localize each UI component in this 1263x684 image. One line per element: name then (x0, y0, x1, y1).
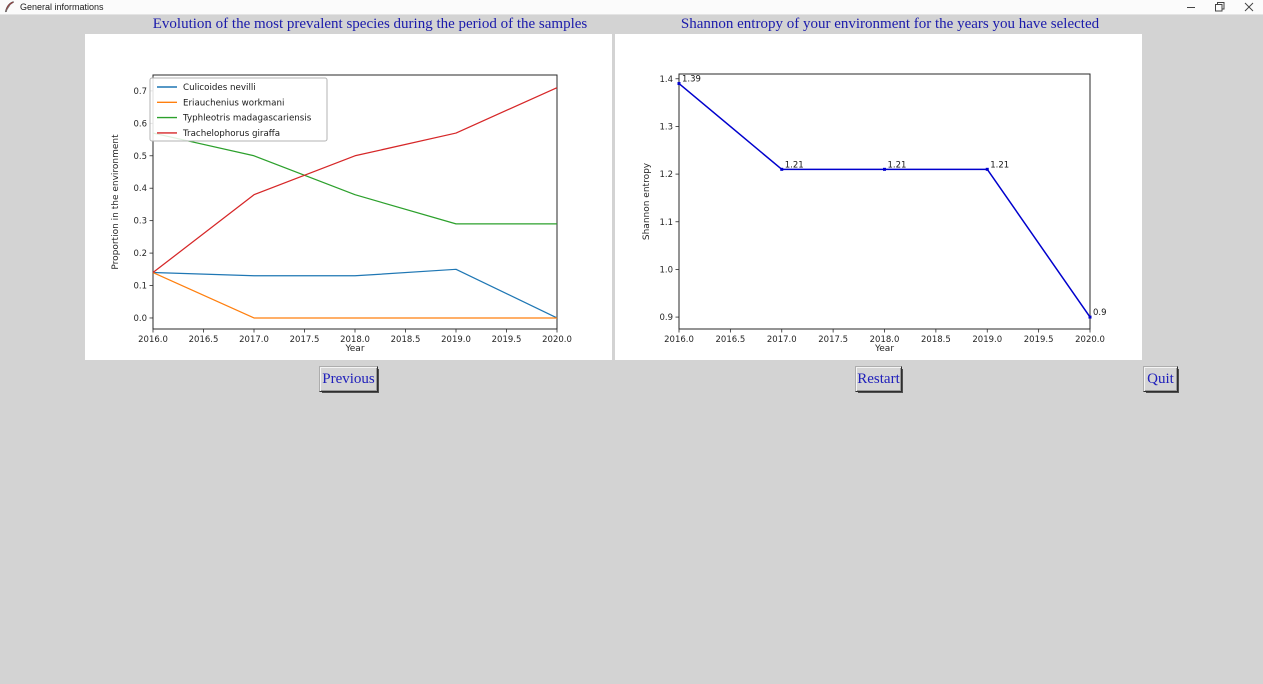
point-value-label: 0.9 (1093, 308, 1107, 318)
x-tick-label: 2019.0 (972, 335, 1002, 345)
x-tick-label: 2016.5 (189, 335, 219, 345)
species-chart-title: Evolution of the most prevalent species … (152, 16, 588, 32)
data-point-marker (883, 167, 886, 171)
y-tick-label: 1.4 (659, 75, 673, 85)
point-value-label: 1.21 (785, 160, 804, 170)
y-tick-label: 0.5 (133, 152, 147, 162)
legend-label: Trachelophorus giraffa (182, 129, 280, 139)
legend-label: Eriauchenius workmani (183, 98, 284, 108)
y-axis-label: Proportion in the environment (111, 134, 121, 270)
x-tick-label: 2018.5 (921, 335, 951, 345)
x-tick-label: 2017.5 (818, 335, 848, 345)
plot-area (678, 73, 1091, 330)
y-tick-label: 0.0 (133, 314, 147, 324)
quit-button[interactable]: Quit (1143, 366, 1178, 392)
x-tick-label: 2020.0 (1075, 335, 1105, 345)
legend-box (149, 77, 328, 142)
maximize-button[interactable] (1205, 0, 1234, 14)
y-tick-label: 0.7 (133, 87, 147, 97)
y-tick-label: 0.3 (133, 217, 147, 227)
shannon-entropy-canvas: 2016.0 2016.5 2017.0 2017.5 2018.0 2018.5 2019… (615, 34, 1142, 360)
y-axis-label: Shannon entropy (642, 162, 652, 240)
species-evolution-canvas: 2016.0 2016.5 2017.0 2017.5 2018.0 2018.5 2019… (85, 34, 612, 360)
y-tick-label: 1.1 (659, 218, 673, 228)
y-tick-label: 1.2 (659, 170, 673, 180)
y-tick-label: 0.4 (133, 184, 147, 194)
series-line-eriauchenius-workmani (152, 271, 557, 319)
window-title: General informations (20, 2, 104, 12)
previous-button[interactable]: Previous (319, 366, 378, 392)
x-tick-label: 2019.5 (492, 335, 522, 345)
data-point-marker (985, 167, 989, 171)
x-axis-label: Year (874, 344, 894, 354)
x-tick-label: 2018.0 (340, 335, 370, 345)
x-tick-label: 2018.0 (870, 335, 900, 345)
x-tick-label: 2017.0 (239, 335, 269, 345)
x-tick-label: 2018.5 (391, 335, 421, 345)
series-line-culicoides-nevilli (152, 268, 558, 319)
y-tick-label: 0.1 (133, 282, 147, 292)
point-value-label: 1.21 (990, 160, 1009, 170)
x-tick-label: 2017.5 (290, 335, 320, 345)
data-point-marker (780, 167, 784, 171)
legend-label: Culicoides nevilli (183, 83, 256, 93)
x-tick-label: 2016.0 (138, 335, 168, 345)
close-button[interactable] (1234, 0, 1263, 14)
y-tick-label: 0.6 (133, 119, 147, 129)
x-tick-label: 2019.5 (1024, 335, 1054, 345)
point-value-label: 1.21 (888, 160, 907, 170)
window-controls (1176, 0, 1263, 14)
window-content: Evolution of the most prevalent species … (0, 15, 1263, 684)
x-tick-label: 2020.0 (542, 335, 572, 345)
y-tick-label: 1.0 (659, 265, 673, 275)
point-value-label: 1.39 (682, 75, 701, 85)
data-point-marker (1088, 315, 1092, 319)
x-tick-label: 2019.0 (441, 335, 471, 345)
x-tick-label: 2017.0 (767, 335, 797, 345)
x-axis-label: Year (344, 344, 364, 354)
series-line-trachelophorus-giraffa (152, 87, 558, 274)
shannon-entropy-chart: 2016.0 2016.5 2017.0 2017.5 2018.0 2018.5 2019… (642, 73, 1107, 354)
titlebar: General informations (0, 0, 1263, 15)
x-tick-label: 2016.5 (716, 335, 746, 345)
entropy-chart-title: Shannon entropy of your environment for … (680, 16, 1100, 32)
tk-feather-icon (4, 1, 15, 13)
restart-button[interactable]: Restart (855, 366, 902, 392)
data-point-marker (677, 82, 681, 86)
legend-label: Typhleotris madagascariensis (182, 114, 312, 124)
y-tick-label: 0.9 (659, 313, 673, 323)
minimize-button[interactable] (1176, 0, 1205, 14)
x-tick-label: 2016.0 (664, 335, 694, 345)
y-tick-label: 1.3 (659, 122, 673, 132)
series-line-typhleotris-madagascariensis (152, 132, 557, 225)
species-evolution-chart: 2016.0 2016.5 2017.0 2017.5 2018.0 2018.5 2019… (111, 74, 572, 354)
y-tick-label: 0.2 (133, 249, 147, 259)
